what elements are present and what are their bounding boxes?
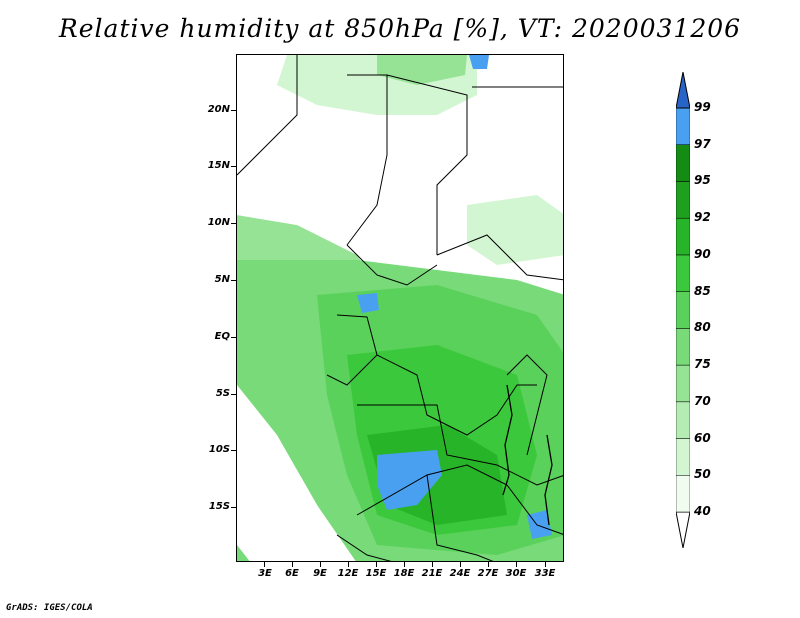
lon-tick	[432, 562, 433, 567]
lat-label-10s: 10S	[208, 444, 230, 455]
colorbar-label: 97	[694, 136, 711, 151]
colorbar-label: 50	[694, 467, 711, 482]
map-panel	[236, 54, 564, 562]
lat-tick	[231, 166, 236, 167]
lat-label-10n: 10N	[207, 217, 230, 228]
colorbar-label: 92	[694, 210, 711, 225]
lat-label-20n: 20N	[207, 104, 230, 115]
rh-region-north-2	[377, 55, 467, 85]
map-title: Relative humidity at 850hPa [%], VT: 202…	[58, 14, 742, 43]
lon-label-6e: 6E	[285, 568, 299, 579]
lat-tick	[231, 280, 236, 281]
colorbar-label: 70	[694, 393, 711, 408]
lat-tick	[231, 337, 236, 338]
colorbar-segment	[676, 475, 690, 513]
rh-region-blue-3	[469, 55, 489, 69]
colorbar-lower-triangle	[676, 511, 690, 548]
lon-label-33e: 33E	[534, 568, 556, 579]
lon-tick	[516, 562, 517, 567]
credit-text: GrADS: IGES/COLA	[6, 603, 93, 613]
rh-region-blue-2	[357, 293, 379, 313]
rh-region-sahel-patch	[467, 195, 563, 265]
lat-tick	[231, 110, 236, 111]
lon-label-21e: 21E	[421, 568, 443, 579]
colorbar-label: 40	[694, 504, 711, 518]
colorbar-segment	[676, 217, 690, 256]
colorbar-segment	[676, 144, 690, 182]
lat-label-eq: EQ	[214, 331, 230, 342]
colorbar-upper-triangle	[676, 72, 690, 109]
rh-region-blue-4	[527, 510, 552, 539]
colorbar-segment	[676, 291, 690, 329]
lon-tick	[545, 562, 546, 567]
lon-tick	[292, 562, 293, 567]
lake-outlines	[502, 384, 553, 526]
colorbar-label: 75	[694, 357, 711, 372]
lon-label-27e: 27E	[477, 568, 499, 579]
lat-tick	[231, 394, 236, 395]
lon-tick	[376, 562, 377, 567]
colorbar-label: 99	[694, 100, 711, 114]
colorbar-label: 80	[694, 320, 711, 335]
humidity-field	[237, 55, 563, 561]
colorbar-segment	[676, 364, 690, 403]
lat-label-15n: 15N	[207, 160, 230, 171]
lon-label-30e: 30E	[505, 568, 527, 579]
lon-tick	[488, 562, 489, 567]
lat-label-5s: 5S	[215, 388, 230, 399]
lon-tick	[460, 562, 461, 567]
lat-label-15s: 15S	[208, 501, 230, 512]
colorbar	[676, 72, 690, 548]
rh-region-southwest-dry	[237, 385, 346, 561]
colorbar-label: 95	[694, 173, 711, 188]
country-borders	[237, 55, 563, 561]
colorbar-segment	[676, 254, 690, 292]
colorbar-label: 85	[694, 283, 711, 298]
colorbar-segment	[676, 181, 690, 219]
colorbar-segment	[676, 328, 690, 366]
lon-tick	[404, 562, 405, 567]
rh-region-blue-1	[377, 450, 442, 510]
lat-label-5n: 5N	[214, 274, 230, 285]
colorbar-segment	[676, 107, 690, 145]
lon-label-24e: 24E	[449, 568, 471, 579]
colorbar-label: 90	[694, 246, 711, 261]
lon-label-3e: 3E	[258, 568, 272, 579]
colorbar-segment	[676, 438, 690, 476]
lat-tick	[231, 507, 236, 508]
lon-tick	[264, 562, 265, 567]
lat-tick	[231, 223, 236, 224]
lon-tick	[348, 562, 349, 567]
lon-tick	[320, 562, 321, 567]
colorbar-segment	[676, 401, 690, 439]
lon-label-9e: 9E	[313, 568, 327, 579]
lon-label-12e: 12E	[337, 568, 359, 579]
lat-tick	[231, 450, 236, 451]
colorbar-label: 60	[694, 430, 711, 445]
lon-label-15e: 15E	[365, 568, 387, 579]
lon-label-18e: 18E	[393, 568, 415, 579]
